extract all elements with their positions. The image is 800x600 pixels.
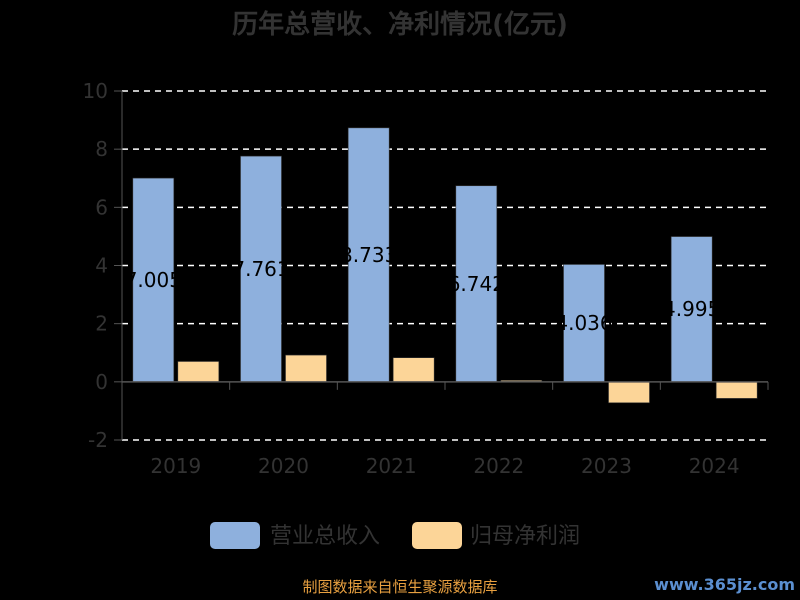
watermark: www.365jz.com xyxy=(654,575,795,594)
y-tick-label: 0 xyxy=(95,370,108,394)
x-tick-label: 2020 xyxy=(258,454,309,478)
bar-net-profit-2021[interactable] xyxy=(392,357,435,383)
bar-revenue-2023[interactable] xyxy=(563,264,605,383)
data-label: 7.005 xyxy=(125,268,182,292)
bar-revenue-2021[interactable] xyxy=(347,127,390,383)
data-label: 6.742 xyxy=(448,272,505,296)
data-label: 8.733 xyxy=(340,243,397,267)
x-axis-ticks: 2019 2020 2021 2022 2023 2024 xyxy=(150,381,769,478)
legend-label-revenue[interactable]: 营业总收入 xyxy=(270,524,380,549)
legend-label-net-profit[interactable]: 归母净利润 xyxy=(470,524,580,549)
legend[interactable]: 营业总收入 归母净利润 xyxy=(210,522,580,549)
bar-revenue-2024[interactable] xyxy=(670,236,713,383)
y-tick-label: 6 xyxy=(95,195,108,219)
bar-revenue-2020[interactable] xyxy=(240,155,282,383)
legend-swatch-net-profit[interactable] xyxy=(412,522,462,549)
source-note: 制图数据来自恒生聚源数据库 xyxy=(302,578,497,596)
chart-title: 历年总营收、净利情况(亿元) xyxy=(232,9,568,40)
bar-revenue-2019[interactable] xyxy=(132,177,175,383)
bar-net-profit-2019[interactable] xyxy=(177,361,220,383)
bars xyxy=(132,127,758,404)
bar-net-profit-2023[interactable] xyxy=(608,381,650,404)
y-tick-label: -2 xyxy=(88,428,108,452)
x-tick-label: 2021 xyxy=(366,454,417,478)
data-label: 4.995 xyxy=(663,297,720,321)
y-tick-label: 10 xyxy=(83,79,108,103)
y-tick-label: 4 xyxy=(95,254,108,278)
x-tick-label: 2024 xyxy=(689,454,740,478)
y-axis-ticks: 10 8 6 4 2 0 -2 xyxy=(83,79,122,452)
x-tick-label: 2019 xyxy=(150,454,201,478)
y-tick-label: 2 xyxy=(95,312,108,336)
legend-swatch-revenue[interactable] xyxy=(210,522,260,549)
gridlines xyxy=(122,90,768,441)
data-labels: 7.005 7.761 8.733 6.742 4.036 4.995 xyxy=(125,243,721,335)
x-tick-label: 2022 xyxy=(473,454,524,478)
x-tick-label: 2023 xyxy=(581,454,632,478)
data-label: 7.761 xyxy=(232,257,289,281)
bar-net-profit-2024[interactable] xyxy=(715,381,758,399)
y-tick-label: 8 xyxy=(95,137,108,161)
data-label: 4.036 xyxy=(555,311,612,335)
bar-net-profit-2020[interactable] xyxy=(285,354,327,383)
